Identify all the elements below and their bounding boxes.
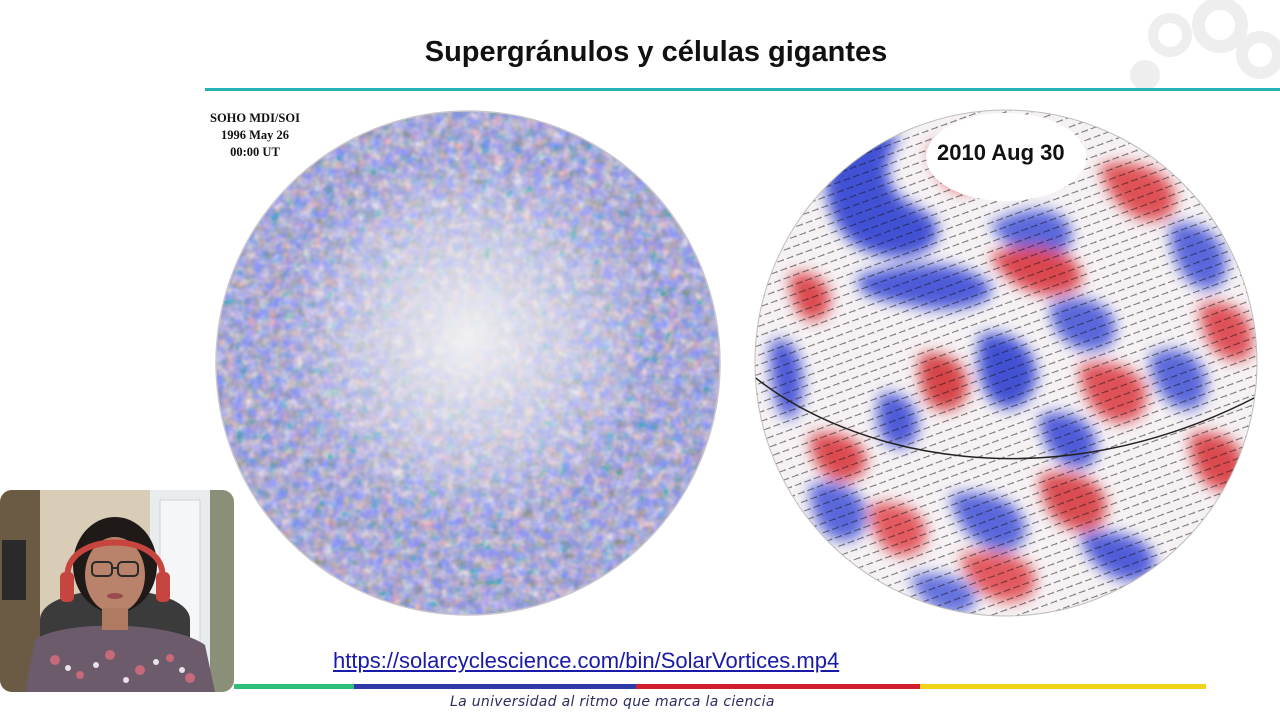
footer-bar-blue bbox=[354, 684, 636, 689]
caption-line-time: 00:00 UT bbox=[230, 145, 280, 159]
soho-caption: SOHO MDI/SOI 1996 May 26 00:00 UT bbox=[210, 110, 300, 161]
caption-line-date: 1996 May 26 bbox=[220, 128, 289, 142]
university-logo-watermark-icon bbox=[1110, 0, 1280, 90]
webcam-presenter-video bbox=[0, 490, 234, 692]
giant-cells-vortex-map bbox=[754, 109, 1258, 617]
footer-bar-green bbox=[234, 684, 354, 689]
title-underline bbox=[205, 88, 1280, 91]
vortex-date-label: 2010 Aug 30 bbox=[937, 140, 1065, 165]
slide-title: Supergránulos y células gigantes bbox=[424, 36, 888, 68]
caption-line-instrument: SOHO MDI/SOI bbox=[210, 111, 300, 125]
university-tagline: La universidad al ritmo que marca la cie… bbox=[450, 694, 775, 710]
supergranules-dopplergram bbox=[215, 110, 721, 616]
footer-bar-yellow bbox=[920, 684, 1206, 689]
solar-vortices-video-link[interactable]: https://solarcyclescience.com/bin/SolarV… bbox=[333, 648, 840, 673]
footer-bar-red bbox=[636, 684, 920, 689]
